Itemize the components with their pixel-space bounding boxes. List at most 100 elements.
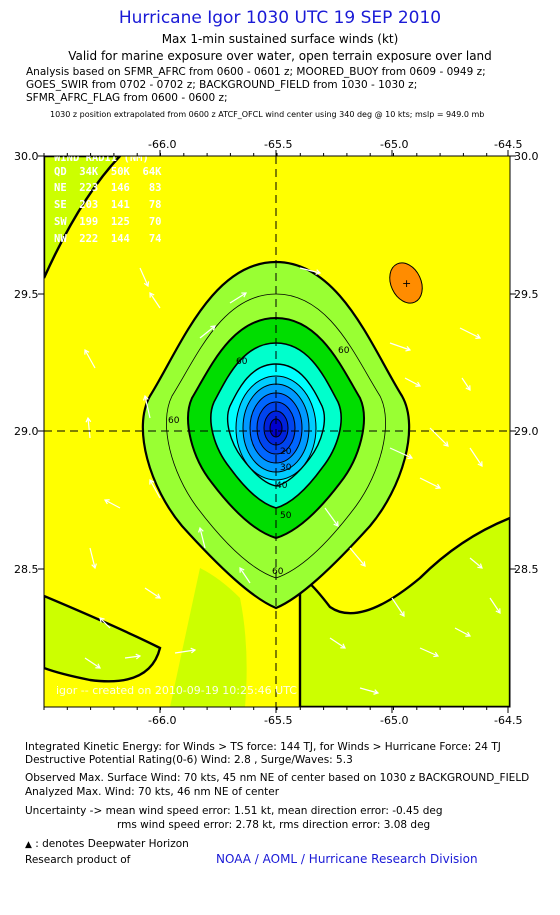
chart-title: Hurricane Igor 1030 UTC 19 SEP 2010: [118, 8, 442, 28]
wind-arrow: [429, 427, 449, 447]
wind-arrow: [87, 417, 91, 439]
wind-arrow: [454, 627, 471, 637]
wind-arrow: [149, 292, 161, 309]
wind-arrow-head: [465, 631, 472, 637]
organization-credit: NOAA / AOML / Hurricane Research Divisio…: [216, 852, 478, 866]
extrapolation-note: 1030 z position extrapolated from 0600 z…: [50, 110, 485, 119]
wind-arrow-head: [84, 348, 90, 355]
wind-arrow-head: [407, 453, 414, 460]
wind-arrow: [84, 657, 101, 669]
research-text: Research product of: [25, 854, 131, 866]
wind-arrow: [469, 447, 483, 467]
wind-arrow: [469, 557, 483, 569]
wind-arrow-head: [241, 292, 247, 298]
wind-arrow-head: [85, 416, 92, 423]
y-tick-label-left: 28.5: [14, 563, 39, 576]
x-tick-label-bottom: -65.5: [264, 714, 292, 727]
wind-arrow: [89, 547, 96, 569]
wind-arrow: [84, 349, 96, 369]
wind-arrow-head: [333, 521, 339, 527]
wind-arrow: [144, 587, 161, 599]
x-tick-label-top: -66.0: [148, 138, 176, 151]
wind-radii-header: QD 34K 50K 64K: [54, 166, 162, 178]
y-tick-label-left: 30.0: [14, 150, 39, 163]
wind-arrow-head: [190, 647, 197, 654]
wind-arrow-head: [415, 381, 422, 387]
wind-arrow-head: [340, 643, 346, 649]
y-tick-label-left: 29.5: [14, 288, 39, 301]
contour-label: 60: [272, 567, 284, 577]
wind-arrow: [324, 507, 339, 527]
wind-arrow: [139, 267, 149, 287]
wind-arrow-head: [477, 563, 483, 569]
x-tick-label-top: -65.0: [380, 138, 408, 151]
contour-label: 60: [168, 416, 180, 426]
isolated-wind-maximum: [389, 262, 423, 304]
wind-arrow-head: [143, 281, 150, 288]
contour-label: 20: [280, 447, 292, 457]
analysis-line: GOES_SWIR from 0702 - 0702 z; BACKGROUND…: [26, 79, 418, 91]
x-tick-label-bottom: -65.0: [380, 714, 408, 727]
wind-arrow-head: [103, 499, 110, 505]
wind-arrow: [229, 292, 247, 304]
wind-arrow-head: [405, 346, 412, 352]
wind-arrow: [124, 655, 141, 659]
observed-max-line: Observed Max. Surface Wind: 70 kts, 45 n…: [25, 772, 530, 784]
y-tick-label-right: 30.0: [514, 150, 539, 163]
outer-contour-region: [170, 568, 247, 707]
wind-arrow: [389, 447, 413, 459]
valid-note: Valid for marine exposure over water, op…: [68, 49, 492, 63]
contour-label: 30: [280, 463, 292, 473]
y-tick-label-left: 29.0: [14, 425, 39, 438]
wind-arrow: [389, 342, 411, 351]
wind-arrow: [419, 647, 439, 657]
uncertainty-rms-line: rms wind speed error: 2.78 kt, rms direc…: [117, 819, 431, 831]
wind-arrow: [174, 649, 196, 654]
uncertainty-line: Uncertainty -> mean wind speed error: 1.…: [25, 805, 443, 817]
x-tick-label-bottom: -64.5: [494, 714, 522, 727]
deepwater-legend: ▲ : denotes Deepwater Horizon: [25, 838, 189, 852]
wind-radii-row: NW 222 144 74: [54, 233, 161, 245]
triangle-icon: ▲: [25, 840, 32, 850]
deepwater-text: : denotes Deepwater Horizon: [35, 838, 189, 850]
wind-arrow: [144, 395, 151, 419]
wind-arrow-head: [399, 611, 405, 617]
wind-radii-title: WIND RADII (NM): [54, 152, 149, 164]
core-rings: [235, 375, 317, 481]
analyzed-max-line: Analyzed Max. Wind: 70 kts, 46 nm NE of …: [25, 786, 280, 798]
chart-subtitle: Max 1-min sustained surface winds (kt): [161, 32, 399, 46]
wind-arrow-head: [99, 617, 105, 623]
analysis-line: SFMR_AFRC_FLAG from 0600 - 0600 z;: [26, 92, 228, 104]
x-tick-label-top: -64.5: [494, 138, 522, 151]
contour-label: 60: [236, 357, 248, 367]
wind-arrow: [391, 597, 405, 617]
wind-arrow-head: [475, 333, 482, 339]
wind-arrow-head: [149, 292, 155, 298]
analysis-line: Analysis based on SFMR_AFRC from 0600 - …: [26, 66, 486, 78]
wind-arrow-head: [360, 561, 366, 567]
wind-radii-row: NE 223 146 83: [54, 182, 161, 194]
wind-arrow: [329, 637, 346, 649]
wind-radii-row: SE 203 141 78: [54, 199, 161, 211]
wind-arrow-head: [239, 567, 245, 573]
wind-arrow: [359, 687, 379, 694]
wind-arrow-head: [198, 526, 204, 533]
wind-arrow: [489, 597, 501, 614]
wind-arrow: [104, 499, 121, 509]
wind-arrow: [149, 479, 161, 499]
wind-arrow: [419, 477, 441, 489]
dpr-line: Destructive Potential Rating(0-6) Wind: …: [25, 754, 353, 766]
wind-radii-row: SW 199 125 70: [54, 216, 161, 228]
wind-arrow-head: [91, 563, 97, 570]
watermark: igor -- created on 2010-09-19 10:25:46 U…: [56, 684, 297, 697]
wind-arrow-head: [443, 441, 449, 447]
y-tick-label-right: 28.5: [514, 563, 539, 576]
x-tick-label-top: -65.5: [264, 138, 292, 151]
y-tick-label-right: 29.0: [514, 425, 539, 438]
plus-marker: +: [402, 277, 411, 290]
ike-line: Integrated Kinetic Energy: for Winds > T…: [25, 741, 501, 753]
wind-arrow: [299, 267, 321, 274]
wind-arrow-head: [435, 483, 442, 489]
wind-arrow: [199, 325, 216, 339]
wind-arrow: [349, 547, 366, 567]
